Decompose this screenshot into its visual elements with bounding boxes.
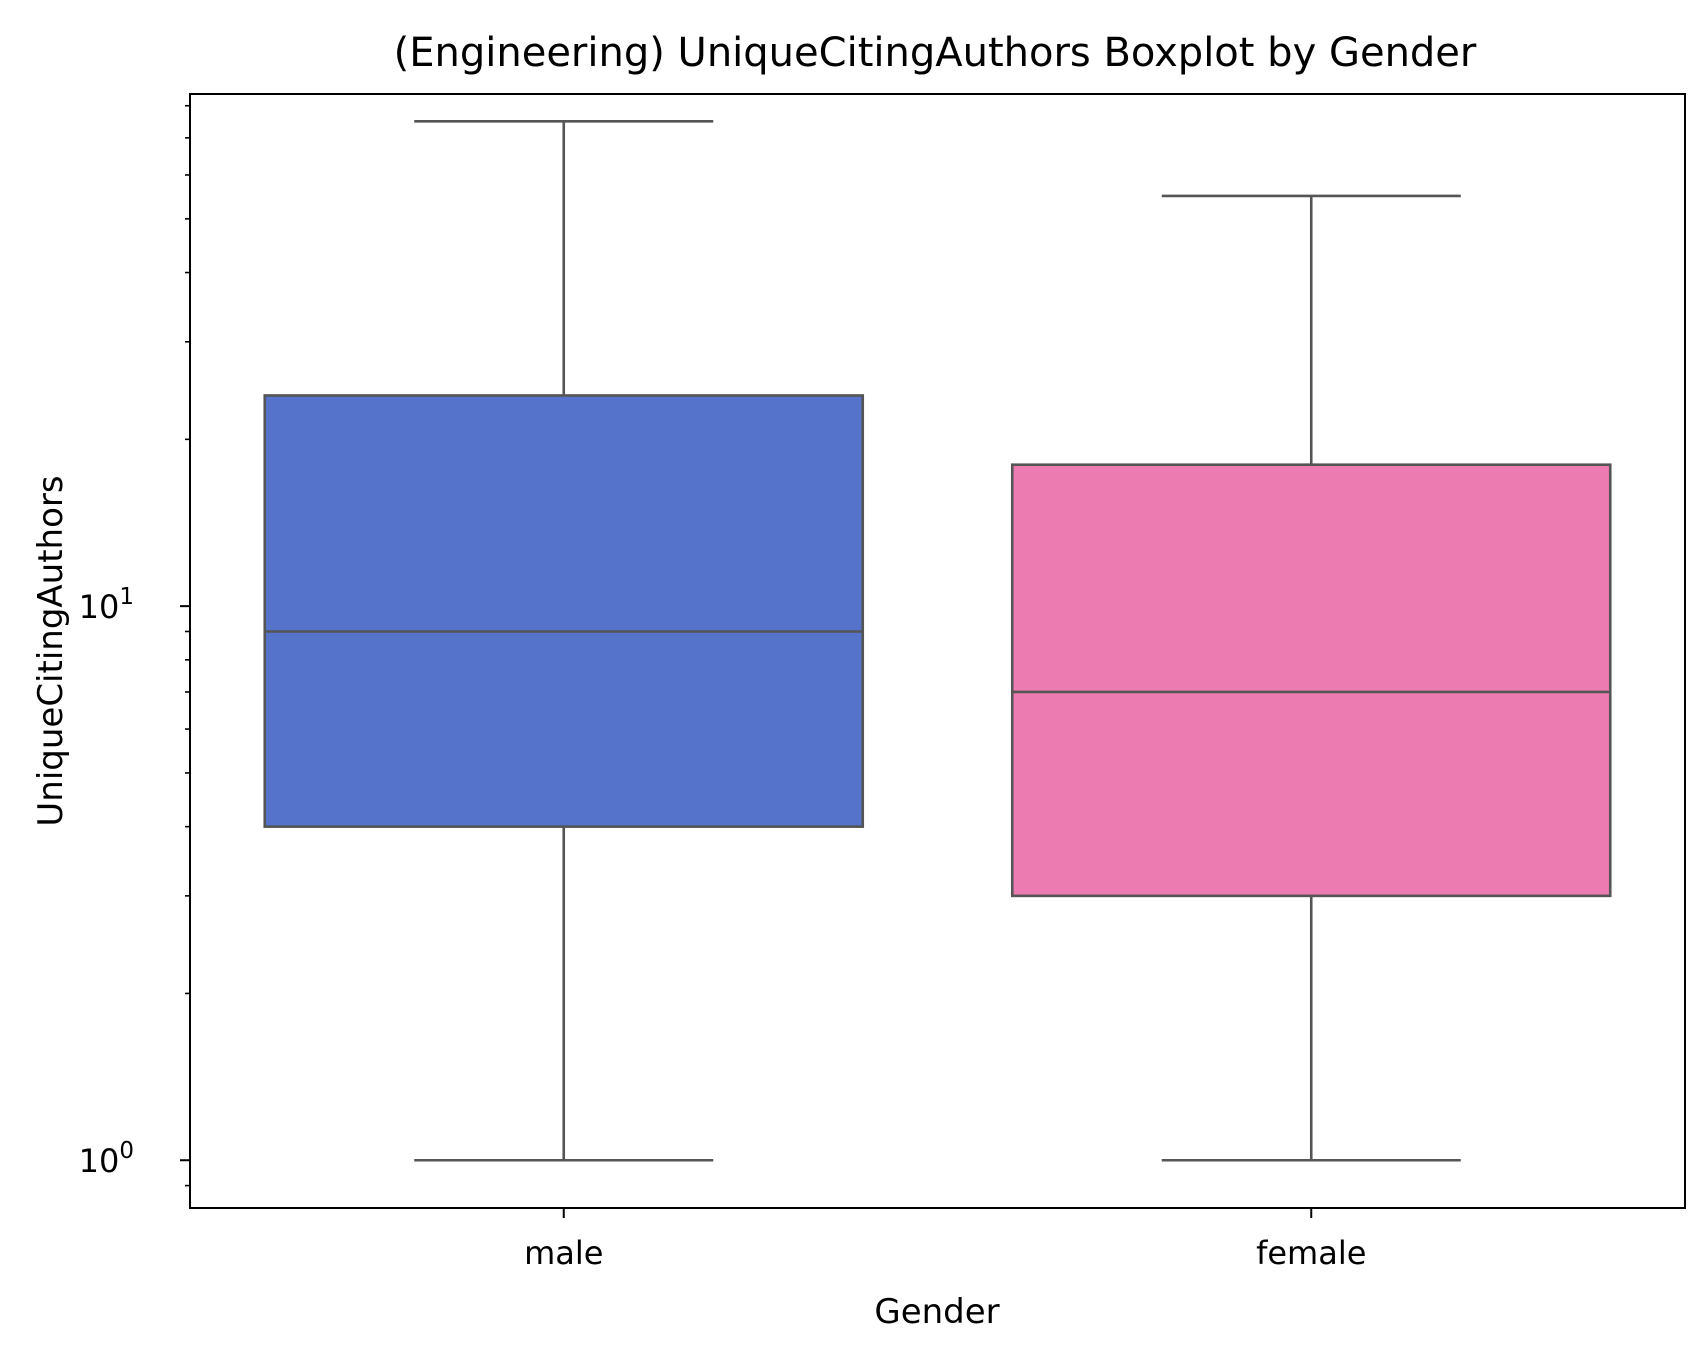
plot-frame (189, 93, 1686, 1209)
x-tick-label-female: female (1256, 1234, 1366, 1272)
chart-title: (Engineering) UniqueCitingAuthors Boxplo… (394, 30, 1477, 76)
y-tick-label: 101 (79, 584, 134, 626)
boxes-layer (263, 119, 1612, 1162)
box-female (1010, 194, 1612, 1162)
y-axis: 100 101 (79, 104, 190, 1187)
iqr-box (263, 394, 865, 828)
y-axis-label: UniqueCitingAuthors (31, 475, 71, 826)
y-tick-label: 100 (79, 1138, 134, 1180)
box-male (263, 119, 865, 1162)
x-axis: male female (524, 1208, 1366, 1272)
iqr-box (1010, 463, 1612, 898)
x-tick-label-male: male (524, 1234, 603, 1272)
x-axis-label: Gender (874, 1292, 999, 1332)
